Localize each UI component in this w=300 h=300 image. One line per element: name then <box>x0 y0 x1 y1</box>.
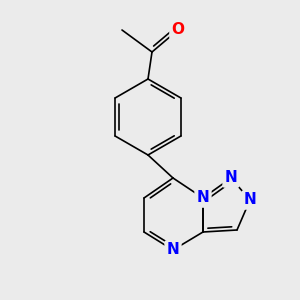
Text: O: O <box>172 22 184 38</box>
Text: N: N <box>196 190 209 206</box>
Text: N: N <box>225 170 237 185</box>
Text: N: N <box>167 242 179 257</box>
Text: N: N <box>244 193 256 208</box>
